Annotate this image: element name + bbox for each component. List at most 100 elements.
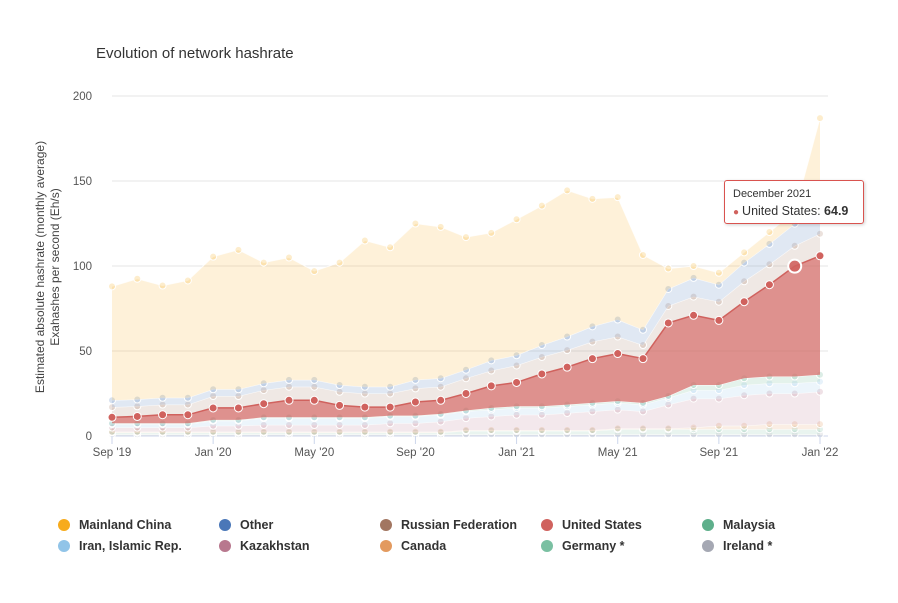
series-united-states-point[interactable] — [537, 369, 547, 379]
series-mainland-china-point[interactable] — [740, 248, 749, 257]
series-other-point[interactable] — [209, 385, 218, 394]
series-mainland-china-point[interactable] — [613, 193, 622, 202]
series-canada-point[interactable] — [714, 421, 723, 430]
series-canada-point[interactable] — [613, 424, 622, 433]
series-united-states-point[interactable] — [815, 251, 825, 261]
series-canada-point[interactable] — [816, 420, 824, 429]
series-canada-point[interactable] — [537, 426, 546, 435]
series-united-states-point[interactable] — [132, 411, 142, 421]
legend-item-united-states[interactable]: United States — [541, 518, 702, 532]
series-kazakhstan-area[interactable] — [112, 391, 820, 432]
series-canada-point[interactable] — [411, 427, 420, 436]
series-united-states-point[interactable] — [410, 397, 420, 407]
series-mainland-china-point[interactable] — [512, 215, 521, 224]
series-malaysia-area[interactable] — [112, 374, 820, 425]
series-russian-federation-point[interactable] — [411, 384, 420, 393]
series-russian-federation-point[interactable] — [588, 337, 597, 346]
series-other-point[interactable] — [462, 365, 470, 374]
series-united-states-point[interactable] — [259, 399, 269, 409]
series-united-states-point[interactable] — [208, 403, 218, 413]
series-mainland-china-point[interactable] — [588, 194, 597, 203]
series-russian-federation-point[interactable] — [765, 260, 774, 269]
legend-item-iran-islamic-rep[interactable]: Iran, Islamic Rep. — [58, 539, 219, 553]
series-mainland-china-point[interactable] — [259, 258, 268, 267]
series-mainland-china-point[interactable] — [436, 222, 445, 231]
series-other-point[interactable] — [158, 393, 167, 402]
series-other-point[interactable] — [563, 332, 572, 341]
series-united-states-point[interactable] — [335, 400, 345, 410]
series-mainland-china-area[interactable] — [112, 118, 820, 401]
series-kazakhstan-point[interactable] — [816, 387, 824, 396]
series-russian-federation-area[interactable] — [112, 233, 820, 418]
legend-item-russian-federation[interactable]: Russian Federation — [380, 518, 541, 532]
series-canada-point[interactable] — [436, 427, 445, 436]
series-canada-point[interactable] — [588, 426, 597, 435]
series-other-point[interactable] — [436, 374, 445, 383]
series-united-states-point[interactable] — [461, 389, 471, 398]
series-canada-point[interactable] — [664, 424, 673, 433]
series-kazakhstan-point[interactable] — [689, 394, 698, 403]
series-other-point[interactable] — [512, 351, 521, 360]
series-united-states-point[interactable] — [436, 395, 446, 405]
series-other-point[interactable] — [234, 385, 243, 394]
series-other-point[interactable] — [335, 381, 344, 389]
series-united-states-point[interactable] — [714, 315, 724, 325]
series-other-point[interactable] — [386, 382, 395, 391]
series-other-point[interactable] — [259, 379, 268, 388]
series-canada-point[interactable] — [790, 420, 799, 429]
series-united-states-point[interactable] — [764, 280, 774, 290]
series-other-point[interactable] — [588, 322, 597, 331]
series-mainland-china-point[interactable] — [158, 281, 167, 290]
series-russian-federation-point[interactable] — [816, 229, 824, 238]
legend-item-canada[interactable]: Canada — [380, 539, 541, 553]
series-russian-federation-point[interactable] — [563, 346, 572, 355]
series-mainland-china-point[interactable] — [335, 258, 344, 267]
series-russian-federation-point[interactable] — [790, 241, 799, 250]
legend-item-germany[interactable]: Germany * — [541, 539, 702, 553]
series-other-point[interactable] — [108, 396, 116, 405]
legend-item-kazakhstan[interactable]: Kazakhstan — [219, 539, 380, 553]
series-united-states-point[interactable] — [562, 362, 572, 372]
series-other-point[interactable] — [689, 273, 698, 282]
series-canada-point[interactable] — [108, 427, 116, 436]
series-mainland-china-point[interactable] — [714, 268, 723, 277]
series-other-point[interactable] — [639, 325, 647, 334]
series-canada-point[interactable] — [512, 426, 521, 435]
series-other-point[interactable] — [285, 375, 293, 384]
series-united-states-point-hover[interactable] — [787, 258, 803, 274]
series-canada-point[interactable] — [765, 420, 774, 429]
legend-item-ireland[interactable]: Ireland * — [702, 539, 863, 553]
series-united-states-point[interactable] — [360, 402, 370, 412]
series-united-states-point[interactable] — [638, 354, 648, 364]
series-mainland-china-point[interactable] — [360, 236, 369, 245]
series-russian-federation-point[interactable] — [664, 301, 673, 310]
series-mainland-china-point[interactable] — [664, 264, 673, 273]
legend-item-mainland-china[interactable]: Mainland China — [58, 518, 219, 532]
series-canada-point[interactable] — [689, 423, 698, 432]
series-united-states-point[interactable] — [158, 410, 168, 420]
series-united-states-point[interactable] — [284, 395, 294, 405]
series-mainland-china-point[interactable] — [310, 267, 319, 276]
series-mainland-china-point[interactable] — [639, 250, 647, 259]
series-mainland-china-point[interactable] — [537, 201, 546, 210]
series-other-point[interactable] — [310, 375, 319, 384]
series-united-states-point[interactable] — [309, 395, 319, 405]
series-kazakhstan-point[interactable] — [740, 391, 749, 400]
series-other-point[interactable] — [613, 315, 622, 324]
series-canada-point[interactable] — [234, 427, 243, 436]
series-russian-federation-point[interactable] — [740, 277, 749, 286]
series-canada-point[interactable] — [183, 427, 192, 436]
series-canada-point[interactable] — [740, 421, 749, 430]
legend-item-other[interactable]: Other — [219, 518, 380, 532]
series-russian-federation-point[interactable] — [462, 374, 470, 383]
series-other-point[interactable] — [537, 341, 546, 350]
series-mainland-china-point[interactable] — [816, 114, 824, 123]
series-canada-point[interactable] — [133, 427, 142, 436]
series-kazakhstan-point[interactable] — [790, 389, 799, 398]
series-russian-federation-point[interactable] — [689, 292, 698, 301]
series-mainland-china-point[interactable] — [183, 276, 192, 285]
series-iran-islamic-rep-area[interactable] — [112, 381, 820, 428]
series-kazakhstan-point[interactable] — [714, 394, 723, 403]
series-other-point[interactable] — [740, 258, 749, 267]
series-russian-federation-point[interactable] — [639, 341, 647, 350]
